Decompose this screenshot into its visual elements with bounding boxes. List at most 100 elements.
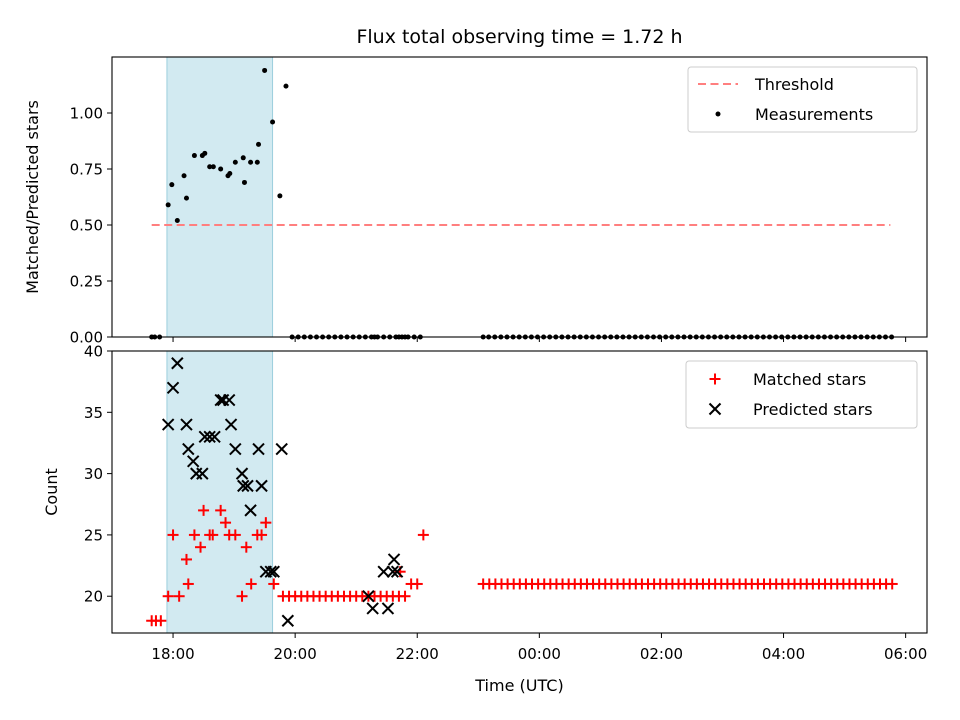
predicted-star-point (166, 381, 180, 394)
measurement-point (165, 202, 171, 208)
predicted-star-point (235, 467, 249, 480)
measurement-point (183, 195, 189, 201)
matched-star-point (256, 529, 268, 541)
matched-star-point (240, 541, 252, 553)
matched-star-point (188, 529, 200, 541)
measurement-point (227, 170, 233, 176)
measurement-point (270, 119, 276, 125)
measurement-point (207, 164, 213, 170)
matched-star-point (198, 504, 210, 516)
measurement-point (181, 173, 187, 179)
predicted-star-point (275, 442, 288, 456)
matched-star-point (220, 517, 232, 529)
predicted-star-point (387, 553, 401, 566)
predicted-star-point (171, 357, 184, 370)
matched-star-point (195, 541, 207, 553)
predicted-star-point (390, 565, 404, 578)
top-axes-frame (111, 56, 928, 338)
legend-predicted-swatch (708, 402, 722, 416)
bottom-x-tick-label: 06:00 (884, 645, 927, 663)
top-y-tick-label: 1.00 (70, 105, 103, 123)
bottom-y-tick-label: 35 (84, 404, 103, 422)
measurement-point (232, 159, 238, 165)
top-y-tick-label: 0.25 (70, 273, 103, 291)
predicted-star-point (281, 614, 295, 627)
top-legend: Threshold Measurements (687, 66, 918, 133)
matched-star-point (236, 590, 248, 602)
legend-measurements-label: Measurements (755, 105, 873, 124)
bottom-y-axis-label: Count (42, 468, 61, 516)
matched-star-point (399, 590, 411, 602)
top-observing-span (166, 56, 274, 338)
measurement-point (191, 153, 197, 159)
bottom-x-tick-label: 20:00 (274, 645, 317, 663)
predicted-star-point (229, 442, 242, 456)
predicted-star-point (381, 602, 395, 615)
matched-star-point (245, 578, 257, 590)
matched-star-point (162, 590, 174, 602)
measurement-point (262, 67, 268, 73)
bottom-y-tick-label: 25 (84, 526, 103, 544)
top-panel: 0.00 0.25 0.50 0.75 1.00 Matched/Predicted s… (23, 56, 928, 347)
matched-star-point (155, 615, 167, 627)
predicted-star-point (244, 504, 257, 517)
top-y-tick-label: 0.75 (70, 161, 103, 179)
top-legend-box (687, 66, 918, 133)
bottom-x-tick-label: 04:00 (762, 645, 805, 663)
top-y-tick-label: 0.00 (70, 329, 103, 347)
predicted-star-point (366, 602, 379, 615)
bottom-legend: Matched stars Predicted stars (685, 360, 918, 429)
matched-star-point (182, 578, 194, 590)
bottom-x-tick-label: 22:00 (396, 645, 439, 663)
predicted-star-point (241, 479, 254, 493)
measurement-point (256, 141, 262, 147)
legend-measurements-swatch (715, 111, 721, 117)
matched-star-point (167, 529, 179, 541)
matched-stars-series (146, 504, 898, 627)
bottom-axes-frame (111, 350, 928, 634)
measurement-point (283, 83, 289, 89)
top-y-tick-label: 0.50 (70, 217, 103, 235)
bottom-legend-box (685, 360, 918, 429)
bottom-y-axis: 20 25 30 35 40 (84, 343, 112, 606)
matched-star-point (260, 517, 272, 529)
predicted-stars-series (161, 357, 404, 627)
predicted-star-point (223, 393, 236, 407)
top-y-axis-label: Matched/Predicted stars (23, 100, 42, 294)
legend-plus-marker (709, 373, 721, 385)
measurement-point (218, 166, 224, 172)
bottom-y-tick-label: 20 (84, 588, 103, 606)
predicted-star-point (267, 565, 280, 578)
predicted-star-point (237, 479, 250, 493)
top-y-axis: 0.00 0.25 0.50 0.75 1.00 (70, 105, 112, 347)
measurement-point (210, 164, 216, 170)
predicted-star-point (208, 430, 221, 444)
measurement-point (277, 193, 283, 199)
predicted-star-point (255, 479, 268, 493)
predicted-star-point (196, 467, 209, 480)
predicted-star-point (224, 418, 238, 431)
predicted-star-point (180, 418, 193, 431)
predicted-star-point (203, 430, 216, 444)
matched-star-point (411, 578, 423, 590)
measurement-point (241, 179, 247, 185)
legend-threshold-label: Threshold (754, 75, 834, 94)
predicted-star-point (264, 565, 277, 578)
measurement-point (240, 155, 246, 161)
predicted-star-point (198, 430, 212, 444)
predicted-star-point (252, 442, 265, 456)
measurement-point (202, 150, 208, 156)
matched-star-point (215, 504, 227, 516)
predicted-star-point (186, 455, 200, 468)
predicted-star-point (182, 442, 195, 456)
matched-star-point (207, 529, 219, 541)
legend-predicted-label: Predicted stars (753, 400, 873, 419)
legend-matched-label: Matched stars (753, 370, 866, 389)
predicted-star-point (377, 565, 390, 578)
matched-star-point (180, 553, 192, 565)
bottom-x-tick-label: 02:00 (640, 645, 683, 663)
chart-title: Flux total observing time = 1.72 h (356, 26, 682, 48)
legend-matched-swatch (709, 373, 721, 385)
matched-star-point (886, 578, 898, 590)
